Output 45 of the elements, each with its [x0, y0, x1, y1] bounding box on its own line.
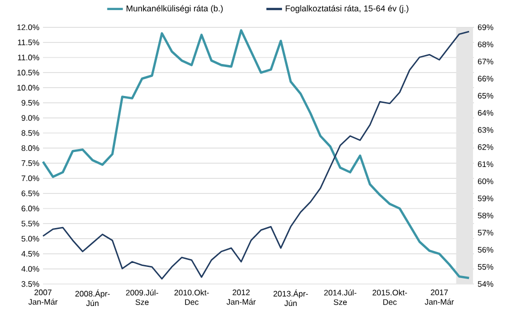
y-tick-label: 8.5% [22, 130, 40, 136]
y-tick-label: 11.5% [18, 40, 40, 46]
y-tick-label: 8.0% [22, 145, 40, 151]
x-tick-label: 2017 Jan-Már [424, 290, 454, 305]
x-tick-label: 2014.Júl-Sze [324, 290, 356, 305]
y2-tick-label: 58% [478, 212, 494, 218]
y2-tick-label: 62% [478, 144, 494, 150]
y2-tick-label: 68% [478, 42, 494, 48]
y2-tick-label: 69% [478, 24, 494, 30]
y2-tick-label: 64% [478, 110, 494, 116]
y-tick-label: 9.0% [22, 115, 40, 121]
legend-label: Foglalkoztatási ráta, 15-64 év (j.) [286, 5, 408, 14]
y-tick-label: 4.5% [21, 250, 40, 257]
y-tick-label: 6.5% [22, 190, 40, 196]
y-tick-label: 7.0% [22, 175, 40, 182]
y2-tick-label: 56% [478, 246, 494, 253]
x-tick-label: 2007 Jan-Már [28, 290, 58, 305]
y2-tick-label: 67% [478, 58, 494, 64]
x-tick-label: 2012 Jan-Már [226, 290, 256, 305]
y2-tick-label: 55% [478, 264, 494, 270]
x-tick-label: 2015.Okt-Dec [372, 290, 407, 305]
y-tick-label: 6.0% [22, 206, 40, 212]
x-tick-label: 2013.Ápr-Jún [274, 290, 308, 306]
y2-tick-label: 59% [478, 196, 494, 202]
y-tick-label: 10.5% [17, 70, 40, 76]
x-tick-label: 2008.Ápr-Jún [75, 290, 110, 306]
legend-label: Munkanélküliségi ráta (b.) [126, 5, 223, 14]
y-tick-label: 5.5% [22, 220, 40, 226]
y-tick-label: 3.5% [22, 281, 40, 287]
x-tick-label: 2010.Okt-Dec [174, 290, 209, 305]
y-tick-label: 10.0% [17, 84, 40, 91]
x-tick-label: 2009.Júl-Sze [126, 290, 158, 305]
y-tick-label: 9.5% [22, 100, 40, 106]
y-tick-label: 7.5% [22, 160, 40, 166]
y2-tick-label: 57% [478, 230, 494, 236]
y-tick-label: 4.0% [21, 266, 40, 272]
y-tick-label: 5.0% [22, 236, 40, 242]
y2-tick-label: 66% [478, 76, 494, 82]
y-tick-label: 12.0% [17, 24, 40, 30]
y2-tick-label: 65% [478, 92, 494, 99]
y2-tick-label: 61% [478, 161, 494, 168]
y2-tick-label: 63% [478, 127, 494, 133]
y2-tick-label: 54% [478, 281, 494, 287]
y2-tick-label: 60% [478, 178, 494, 184]
y-tick-label: 11.0% [18, 54, 40, 60]
